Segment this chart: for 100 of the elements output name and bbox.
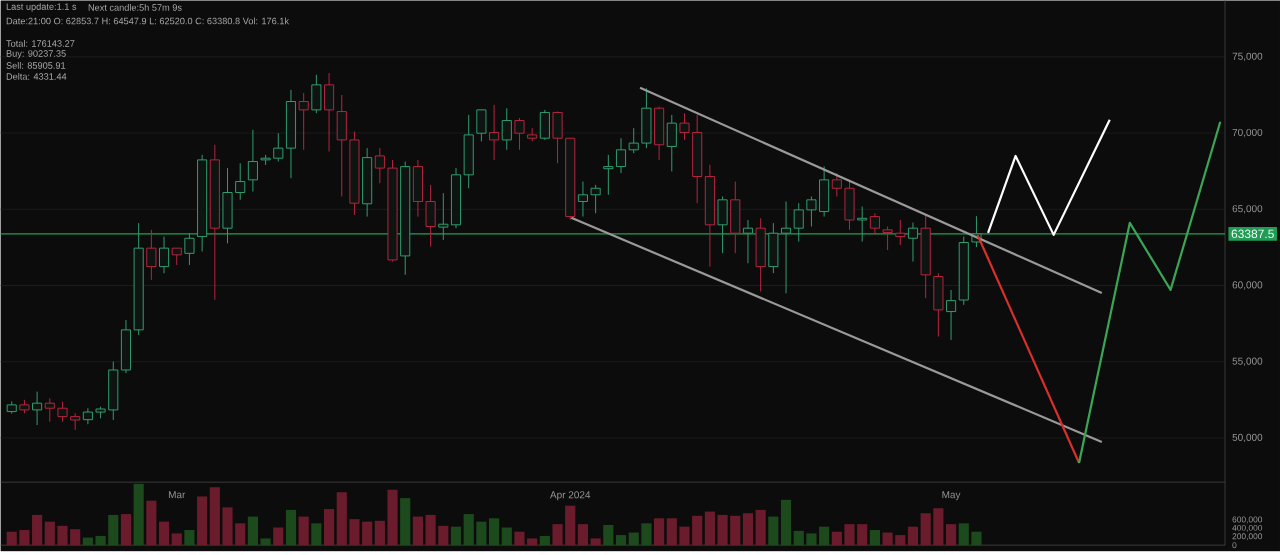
candlestick [882, 226, 893, 251]
line-series [986, 118, 1111, 237]
candlestick [273, 132, 284, 163]
bar [133, 483, 144, 546]
bar [247, 516, 258, 546]
bar [298, 516, 309, 546]
bar [692, 515, 703, 546]
bar [742, 513, 754, 546]
candlestick [374, 147, 385, 184]
bar [412, 516, 423, 546]
candlestick [907, 222, 919, 263]
y-tick-label: 50,000 [1232, 433, 1263, 443]
candlestick [895, 219, 906, 246]
bar [260, 538, 271, 546]
candlestick [742, 219, 754, 264]
bar [158, 521, 170, 546]
y-tick-label: 0 [1232, 542, 1237, 549]
bar [615, 535, 627, 546]
bar [869, 530, 880, 546]
bar [704, 511, 715, 546]
ref-line-label: 63387.5 [1231, 229, 1274, 239]
bar [539, 536, 550, 546]
candlestick [247, 129, 258, 193]
bar [19, 530, 30, 546]
candlestick [628, 127, 639, 154]
bar [450, 526, 462, 546]
bar [907, 526, 919, 546]
bar [514, 531, 525, 546]
bar [70, 529, 81, 546]
bar [666, 518, 677, 546]
bar [95, 536, 106, 546]
candlestick [184, 232, 195, 266]
candlestick [679, 112, 690, 141]
candlestick [57, 401, 68, 423]
bar [971, 531, 982, 546]
annotation: Total: 176143.27 [6, 40, 75, 47]
x-tick-label: Apr 2024 [550, 491, 591, 501]
candlestick [489, 104, 500, 161]
annotation: Date:21:00 O: 62853.7 H: 64547.9 L: 62520.0 C: 63380.8 Vol: 176.1k [6, 17, 290, 25]
candlestick [945, 289, 957, 341]
bar [476, 521, 487, 546]
candlestick [831, 172, 842, 198]
bar [273, 527, 284, 546]
y-tick-label: 60,000 [1232, 281, 1263, 290]
bar [425, 515, 436, 546]
candlestick [806, 196, 817, 228]
bar [336, 492, 347, 546]
bar [108, 515, 119, 546]
bar [793, 530, 804, 546]
bar [235, 523, 246, 546]
bar [400, 498, 411, 546]
bar [768, 516, 779, 546]
candlestick [438, 192, 449, 241]
annotation: Last update:1.1 s [6, 3, 77, 12]
candlestick [32, 391, 43, 426]
bar [806, 533, 817, 546]
x-tick-label: May [942, 491, 961, 501]
bar [577, 524, 589, 546]
bar [857, 524, 868, 546]
bar [882, 532, 893, 546]
bar [717, 515, 728, 546]
bar [44, 521, 55, 546]
bar [146, 500, 157, 546]
y-tick-label: 200,000 [1232, 533, 1263, 541]
candlestick [869, 212, 880, 236]
bar [184, 530, 195, 546]
y-tick-label: 65,000 [1232, 205, 1263, 214]
candlestick [590, 184, 601, 214]
bar [387, 489, 398, 546]
y-tick-label: 75,000 [1232, 52, 1263, 62]
bar [552, 524, 563, 546]
bar [222, 507, 233, 546]
bar [374, 520, 385, 546]
bar [819, 526, 830, 546]
bar [349, 519, 360, 546]
bar [654, 518, 665, 546]
bar [958, 523, 969, 546]
x-tick-label: Mar [168, 491, 186, 499]
annotation: Buy: 90237.35 [6, 50, 66, 59]
candlestick [44, 397, 55, 423]
bar [197, 496, 208, 546]
bar [895, 535, 906, 546]
bar [489, 518, 500, 546]
candlestick [577, 181, 589, 218]
bar [603, 525, 614, 546]
annotation: Delta: 4331.44 [6, 73, 67, 80]
bar [82, 537, 93, 546]
bar [527, 538, 538, 546]
bar [831, 531, 842, 546]
bar [590, 538, 601, 546]
bar [565, 505, 576, 546]
bar [945, 524, 957, 546]
bar [438, 525, 449, 546]
bar [463, 514, 474, 546]
candlestick [235, 162, 246, 201]
y-tick-label: 55,000 [1232, 357, 1263, 366]
y-tick-label: 400,000 [1232, 525, 1263, 532]
bar [780, 499, 792, 546]
candlestick [603, 154, 614, 196]
bar [57, 525, 68, 546]
